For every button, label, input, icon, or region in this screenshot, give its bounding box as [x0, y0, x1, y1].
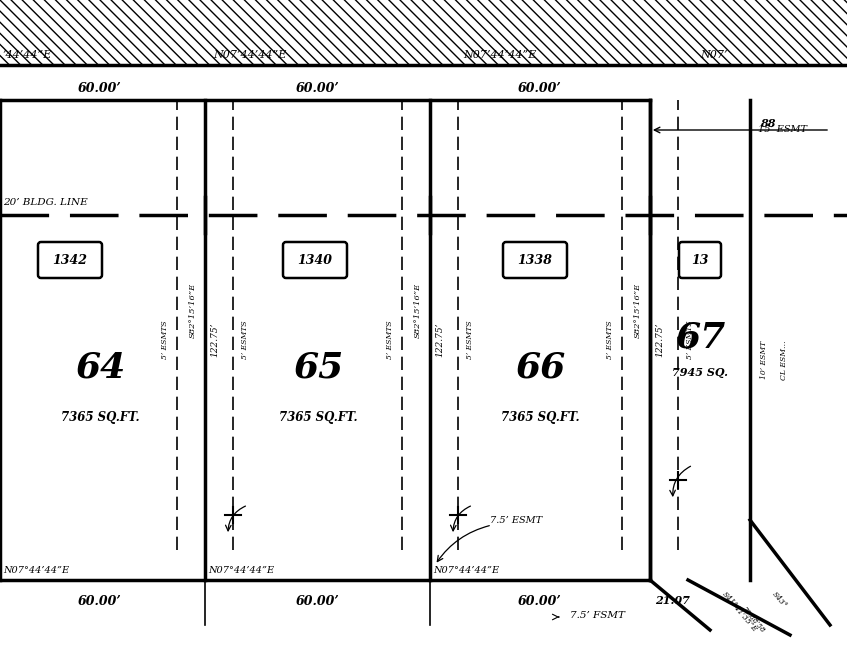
Text: 1338: 1338 [518, 253, 552, 267]
Text: 15’ ESMT: 15’ ESMT [758, 126, 807, 134]
Text: 5’ ESMTS: 5’ ESMTS [466, 321, 474, 360]
Text: 122.75’: 122.75’ [435, 323, 445, 357]
Text: N07°44’44”E: N07°44’44”E [433, 566, 499, 575]
Text: S82°15’16”E: S82°15’16”E [189, 282, 197, 337]
Text: 7365 SQ.FT.: 7365 SQ.FT. [501, 411, 579, 424]
Text: 60.00’: 60.00’ [296, 595, 340, 608]
Text: 5’ ESMTS: 5’ ESMTS [241, 321, 249, 360]
Text: 65: 65 [293, 350, 343, 384]
Text: 21.07: 21.07 [655, 595, 689, 606]
Text: S82°15’16”E: S82°15’16”E [414, 282, 422, 337]
Text: 66: 66 [515, 350, 565, 384]
Text: CL ESM…: CL ESM… [780, 340, 788, 380]
Text: 67: 67 [675, 320, 725, 354]
Text: 7.5’ ESMT: 7.5’ ESMT [490, 516, 542, 525]
Text: 1342: 1342 [53, 253, 87, 267]
Text: ’44’44”E: ’44’44”E [2, 50, 52, 60]
FancyBboxPatch shape [283, 242, 347, 278]
FancyBboxPatch shape [38, 242, 102, 278]
Text: 5’ ESMTS: 5’ ESMTS [386, 321, 394, 360]
Text: 13: 13 [691, 253, 709, 267]
Text: 7365 SQ.FT.: 7365 SQ.FT. [279, 411, 357, 424]
Text: 1340: 1340 [297, 253, 333, 267]
Text: N07’: N07’ [700, 50, 728, 60]
Text: 122.75’: 122.75’ [656, 323, 665, 357]
Text: S43°: S43° [770, 590, 789, 610]
Text: S82°15’16”E: S82°15’16”E [634, 282, 642, 337]
Text: 5’ ESMTS: 5’ ESMTS [606, 321, 614, 360]
Text: 122.75’: 122.75’ [211, 323, 219, 357]
Text: 5’ ESMTS: 5’ ESMTS [161, 321, 169, 360]
Text: 20’ BLDG. LINE: 20’ BLDG. LINE [3, 198, 88, 207]
Text: 60.00’: 60.00’ [78, 82, 122, 95]
Text: 5’ ESMTS: 5’ ESMTS [686, 321, 694, 360]
Text: 60.00’: 60.00’ [518, 595, 562, 608]
Text: 60.00’: 60.00’ [518, 82, 562, 95]
Text: 7365 SQ.FT.: 7365 SQ.FT. [61, 411, 139, 424]
Text: 7945 SQ.: 7945 SQ. [672, 367, 728, 378]
Text: N07°44’44”E: N07°44’44”E [3, 566, 69, 575]
FancyBboxPatch shape [679, 242, 721, 278]
FancyBboxPatch shape [503, 242, 567, 278]
Text: 88: 88 [760, 118, 776, 129]
Text: N07’44’44”E: N07’44’44”E [213, 50, 286, 60]
Text: 75.88’58: 75.88’58 [740, 605, 767, 634]
Text: 64: 64 [75, 350, 125, 384]
Text: 10’ ESMT: 10’ ESMT [760, 341, 768, 379]
Text: 60.00’: 60.00’ [296, 82, 340, 95]
Text: N07°44’44”E: N07°44’44”E [208, 566, 274, 575]
Bar [0, 0, 847, 65]
Text: 60.00’: 60.00’ [78, 595, 122, 608]
Text: S41°41’35”E: S41°41’35”E [720, 590, 758, 633]
Text: 7.5’ FSMT: 7.5’ FSMT [570, 611, 625, 620]
Text: N07’44’44”E: N07’44’44”E [463, 50, 537, 60]
